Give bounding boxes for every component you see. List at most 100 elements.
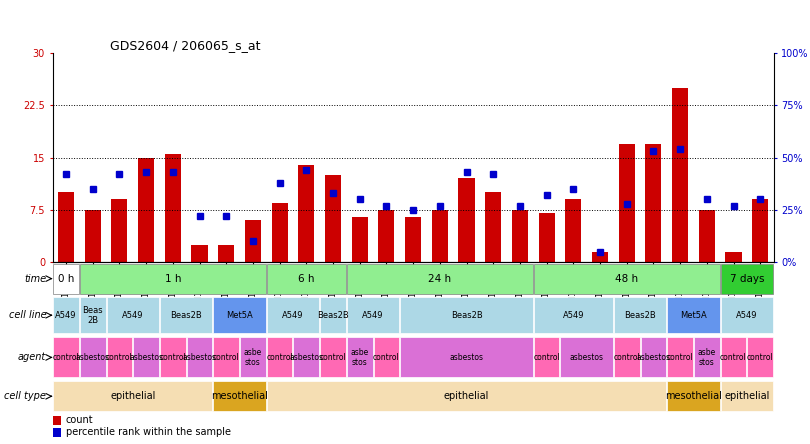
Text: asbestos: asbestos: [182, 353, 216, 362]
Bar: [85, 210, 100, 262]
Bar: [721, 297, 773, 333]
Bar: [699, 210, 714, 262]
Text: count: count: [66, 416, 93, 425]
Bar: [266, 297, 319, 333]
Text: control: control: [613, 353, 640, 362]
Bar: [298, 165, 314, 262]
Bar: [721, 264, 773, 293]
Text: 7 days: 7 days: [730, 274, 764, 284]
Bar: [53, 381, 212, 411]
Bar: [191, 245, 207, 262]
Bar: [534, 264, 719, 293]
Text: control: control: [667, 353, 693, 362]
Text: asbestos: asbestos: [637, 353, 671, 362]
Text: Met5A: Met5A: [226, 311, 253, 320]
Bar: [721, 381, 773, 411]
Bar: [53, 297, 79, 333]
Bar: [53, 337, 79, 377]
Text: asbestos: asbestos: [75, 353, 109, 362]
Bar: [80, 297, 105, 333]
Bar: [534, 297, 613, 333]
Bar: [458, 178, 475, 262]
Text: control: control: [53, 353, 79, 362]
Text: Beas2B: Beas2B: [625, 311, 656, 320]
Text: time: time: [24, 274, 46, 284]
Text: mesothelial: mesothelial: [211, 391, 268, 401]
Bar: [614, 297, 666, 333]
Bar: [400, 337, 533, 377]
Bar: [726, 251, 741, 262]
Text: control: control: [747, 353, 774, 362]
Text: 1 h: 1 h: [164, 274, 181, 284]
Text: 48 h: 48 h: [615, 274, 638, 284]
Text: A549: A549: [55, 311, 77, 320]
Bar: [138, 158, 154, 262]
Text: GDS2604 / 206065_s_at: GDS2604 / 206065_s_at: [110, 39, 261, 52]
Text: epithelial: epithelial: [444, 391, 489, 401]
Bar: [534, 337, 560, 377]
Bar: [752, 199, 768, 262]
Text: 6 h: 6 h: [298, 274, 314, 284]
Bar: [112, 199, 127, 262]
Bar: [213, 297, 266, 333]
Bar: [512, 210, 528, 262]
Text: control: control: [160, 353, 186, 362]
Bar: [539, 213, 555, 262]
Bar: [266, 337, 292, 377]
Text: 24 h: 24 h: [428, 274, 451, 284]
Bar: [266, 381, 666, 411]
Bar: [721, 337, 746, 377]
Bar: [213, 381, 266, 411]
Bar: [672, 88, 688, 262]
Text: A549: A549: [282, 311, 304, 320]
Bar: [164, 154, 181, 262]
Text: 0 h: 0 h: [58, 274, 75, 284]
Text: control: control: [533, 353, 560, 362]
Text: epithelial: epithelial: [110, 391, 156, 401]
Bar: [485, 192, 501, 262]
Bar: [373, 337, 399, 377]
Bar: [107, 297, 159, 333]
Bar: [53, 264, 79, 293]
Text: control: control: [320, 353, 347, 362]
Bar: [240, 337, 266, 377]
Bar: [218, 245, 234, 262]
Bar: [58, 192, 74, 262]
Bar: [80, 337, 105, 377]
Text: percentile rank within the sample: percentile rank within the sample: [66, 427, 231, 437]
Bar: [293, 337, 319, 377]
Bar: [352, 217, 368, 262]
Bar: [592, 251, 608, 262]
Bar: [266, 264, 346, 293]
Text: asbestos: asbestos: [289, 353, 323, 362]
Text: agent: agent: [18, 353, 46, 362]
Bar: [134, 337, 159, 377]
Text: asbe
stos: asbe stos: [697, 348, 716, 367]
Bar: [641, 337, 666, 377]
Text: A549: A549: [736, 311, 757, 320]
Bar: [160, 297, 212, 333]
Bar: [320, 297, 346, 333]
Bar: [53, 416, 62, 425]
Text: control: control: [720, 353, 747, 362]
Text: Beas
2B: Beas 2B: [83, 305, 103, 325]
Bar: [347, 337, 373, 377]
Text: mesothelial: mesothelial: [665, 391, 722, 401]
Text: cell line: cell line: [9, 310, 46, 320]
Bar: [320, 337, 346, 377]
Bar: [694, 337, 719, 377]
Bar: [748, 337, 773, 377]
Bar: [53, 428, 62, 437]
Bar: [378, 210, 394, 262]
Text: Met5A: Met5A: [680, 311, 707, 320]
Text: A549: A549: [563, 311, 584, 320]
Bar: [619, 144, 635, 262]
Text: asbestos: asbestos: [450, 353, 484, 362]
Text: Beas2B: Beas2B: [170, 311, 202, 320]
Bar: [347, 264, 533, 293]
Text: asbestos: asbestos: [129, 353, 163, 362]
Bar: [405, 217, 421, 262]
Text: asbe
stos: asbe stos: [244, 348, 262, 367]
Bar: [400, 297, 533, 333]
Bar: [667, 381, 719, 411]
